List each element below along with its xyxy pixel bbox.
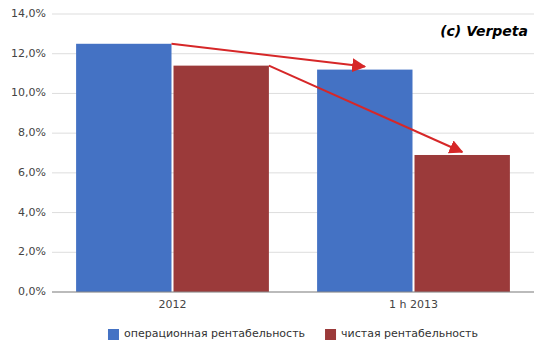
chart: 0,0% 2,0% 4,0% 6,0% 8,0% 10,0% 12,0% 14,0% 2012 1…	[0, 0, 550, 358]
x-tick-label: 2012	[159, 298, 187, 311]
title: (c) Verpeta	[440, 23, 528, 39]
legend-label: чистая рентабельность	[341, 327, 478, 340]
legend-swatch	[108, 329, 119, 340]
x-tick-label: 1 h 2013	[389, 298, 438, 311]
y-axis: 0,0% 2,0% 4,0% 6,0% 8,0% 10,0% 12,0% 14,0%	[11, 7, 46, 298]
y-tick-label: 0,0%	[18, 285, 46, 298]
y-tick-label: 10,0%	[11, 86, 46, 99]
legend-item: операционная рентабельность	[108, 327, 305, 340]
legend: операционная рентабельность чистая рентаб…	[108, 327, 478, 340]
y-tick-label: 12,0%	[11, 47, 46, 60]
bar	[317, 70, 412, 292]
trend-arrow	[172, 44, 365, 67]
y-tick-label: 14,0%	[11, 7, 46, 20]
legend-item: чистая рентабельность	[325, 327, 478, 340]
bar	[174, 66, 269, 292]
bars	[76, 44, 510, 292]
x-axis-line	[52, 292, 534, 293]
trend-arrow	[269, 66, 462, 152]
legend-label: операционная рентабельность	[124, 327, 305, 340]
grid-line	[52, 292, 534, 293]
y-tick-label: 6,0%	[18, 166, 46, 179]
x-axis: 2012 1 h 2013	[52, 292, 534, 311]
bar	[76, 44, 171, 292]
trend-arrows	[172, 44, 463, 152]
y-tick-label: 2,0%	[18, 245, 46, 258]
y-tick-label: 4,0%	[18, 206, 46, 219]
legend-swatch	[325, 329, 336, 340]
grid	[52, 14, 534, 292]
grid-line	[52, 14, 534, 15]
bar	[415, 155, 510, 292]
y-tick-label: 8,0%	[18, 126, 46, 139]
